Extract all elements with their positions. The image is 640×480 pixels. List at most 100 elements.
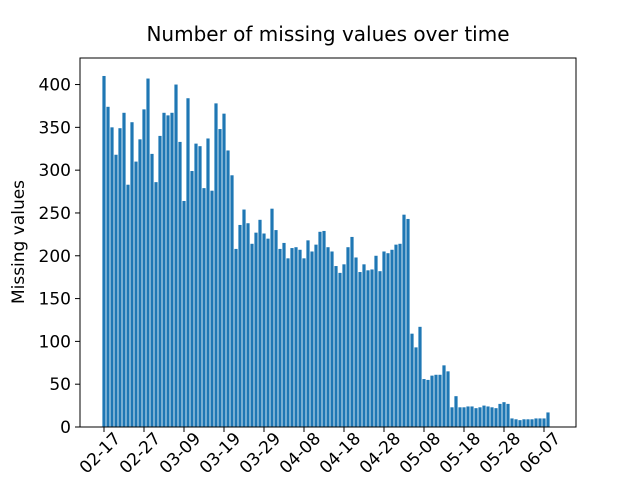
bar bbox=[198, 146, 202, 427]
bar bbox=[514, 419, 518, 427]
bar bbox=[334, 266, 338, 427]
bar bbox=[182, 200, 186, 427]
bar bbox=[234, 248, 238, 427]
y-tick-label: 0 bbox=[60, 418, 71, 438]
chart-title: Number of missing values over time bbox=[146, 22, 509, 46]
bar bbox=[122, 112, 126, 427]
bar bbox=[162, 112, 166, 427]
bar bbox=[138, 139, 142, 427]
x-tick-label: 05-28 bbox=[476, 429, 525, 478]
bar bbox=[530, 419, 534, 427]
bar bbox=[202, 188, 206, 427]
bar bbox=[134, 161, 138, 427]
x-tick-label: 05-18 bbox=[436, 429, 485, 478]
x-tick-label: 05-08 bbox=[396, 429, 445, 478]
bar bbox=[442, 365, 446, 427]
bar bbox=[470, 406, 474, 427]
bar bbox=[450, 407, 454, 427]
bar bbox=[438, 374, 442, 427]
bar bbox=[210, 190, 214, 427]
bar bbox=[494, 408, 498, 427]
bar bbox=[330, 251, 334, 427]
bar bbox=[206, 138, 210, 427]
bar bbox=[466, 406, 470, 427]
bar bbox=[302, 258, 306, 427]
bar bbox=[286, 258, 290, 427]
bar bbox=[394, 244, 398, 427]
y-tick-label: 150 bbox=[39, 290, 71, 310]
bar bbox=[310, 251, 314, 427]
y-tick-label: 400 bbox=[39, 76, 71, 96]
bar bbox=[346, 247, 350, 427]
bar bbox=[486, 406, 490, 427]
bar bbox=[422, 379, 426, 427]
bar bbox=[478, 407, 482, 427]
bar bbox=[230, 175, 234, 427]
bar bbox=[542, 418, 546, 427]
bar bbox=[386, 253, 390, 427]
y-tick-label: 50 bbox=[49, 375, 71, 395]
y-tick-label: 200 bbox=[39, 247, 71, 267]
bar bbox=[238, 224, 242, 427]
bar bbox=[366, 270, 370, 427]
bar bbox=[538, 418, 542, 427]
bar bbox=[406, 218, 410, 427]
bar bbox=[242, 209, 246, 427]
bar bbox=[526, 419, 530, 427]
bar bbox=[250, 243, 254, 427]
bar bbox=[390, 249, 394, 427]
x-tick-label: 04-08 bbox=[276, 429, 325, 478]
bar bbox=[362, 264, 366, 427]
bar bbox=[154, 182, 158, 427]
bar bbox=[434, 374, 438, 427]
bar bbox=[102, 75, 106, 427]
x-tick-label: 03-19 bbox=[196, 429, 245, 478]
bar bbox=[374, 255, 378, 427]
x-tick-label: 03-29 bbox=[236, 429, 285, 478]
bar bbox=[546, 412, 550, 427]
bar bbox=[350, 236, 354, 427]
bar bbox=[318, 231, 322, 427]
x-tick-label: 02-17 bbox=[76, 429, 125, 478]
x-tick-label: 06-07 bbox=[516, 429, 565, 478]
bar bbox=[178, 141, 182, 427]
bar bbox=[430, 375, 434, 427]
bar bbox=[150, 153, 154, 428]
bar bbox=[274, 230, 278, 427]
bar bbox=[142, 109, 146, 428]
bar bbox=[490, 407, 494, 427]
bar bbox=[218, 129, 222, 428]
bar bbox=[342, 264, 346, 427]
bar bbox=[126, 184, 130, 427]
bar bbox=[158, 135, 162, 427]
bar bbox=[110, 127, 114, 428]
bar bbox=[446, 371, 450, 427]
bar bbox=[502, 402, 506, 427]
bar bbox=[454, 396, 458, 427]
y-tick-label: 300 bbox=[39, 161, 71, 181]
bar bbox=[214, 103, 218, 428]
bar bbox=[354, 257, 358, 427]
y-axis-label: Missing values bbox=[9, 180, 29, 304]
bar bbox=[298, 249, 302, 427]
bar bbox=[474, 408, 478, 427]
bar bbox=[506, 403, 510, 427]
bar bbox=[262, 233, 266, 427]
bar bbox=[170, 112, 174, 427]
bar bbox=[278, 248, 282, 427]
bar bbox=[294, 247, 298, 427]
y-tick-label: 100 bbox=[39, 332, 71, 352]
plot-frame bbox=[79, 57, 577, 428]
bar bbox=[114, 154, 118, 427]
bar bbox=[190, 171, 194, 427]
bar bbox=[306, 240, 310, 427]
bar bbox=[322, 230, 326, 427]
bar bbox=[258, 219, 262, 427]
bar bbox=[458, 407, 462, 427]
bar bbox=[418, 326, 422, 427]
bar bbox=[510, 418, 514, 427]
bar bbox=[358, 272, 362, 427]
y-tick-label: 250 bbox=[39, 204, 71, 224]
bar bbox=[326, 247, 330, 427]
